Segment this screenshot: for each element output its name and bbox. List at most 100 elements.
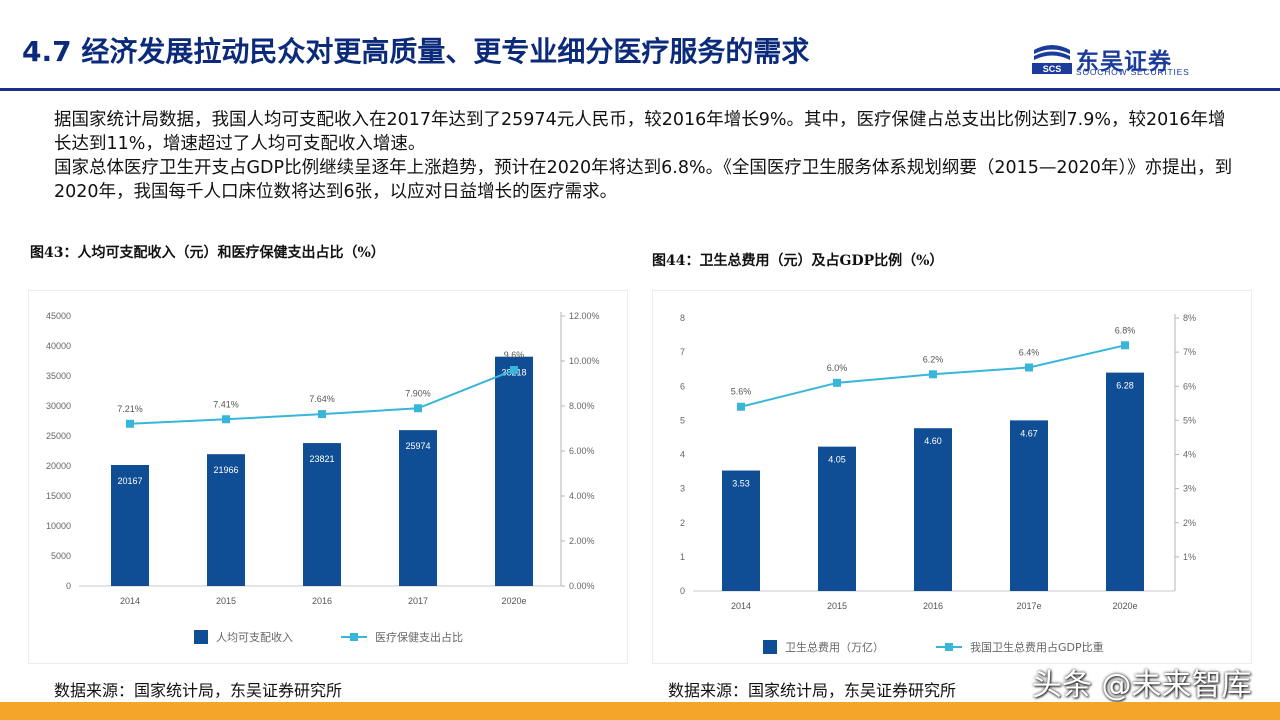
body-paragraph-1: 据国家统计局数据，我国人均可支配收入在2017年达到了25974元人民币，较20… <box>54 110 1226 154</box>
fig43-bar-2016 <box>303 443 341 586</box>
fig43-y2tick-label: 2.00% <box>569 536 595 546</box>
fig43-ytick-label: 20000 <box>46 461 71 471</box>
fig43-line-point-2014 <box>126 419 134 428</box>
fig44-line-point-2015 <box>833 378 841 387</box>
fig44-ytick-label: 2 <box>680 518 685 528</box>
fig44-legend-line-marker <box>945 643 953 651</box>
fig43-line-label: 9.6% <box>504 350 525 360</box>
fig43-line-point-2015 <box>222 415 230 424</box>
chart-fig44-panel: 0 1 2 3 4 5 6 7 8 1% 2% 3% 4% 5% 6% 7% 8% 3.53 4.05 4.60 4.6… <box>652 290 1252 664</box>
fig43-legend-bar-label: 人均可支配收入 <box>216 630 293 644</box>
fig44-y2tick-label: 3% <box>1183 484 1196 494</box>
fig43-line-label: 7.41% <box>213 399 239 409</box>
fig44-legend-bar-label: 卫生总费用（万亿） <box>785 640 884 654</box>
fig44-line-label: 6.8% <box>1115 325 1136 335</box>
fig44-title: 图44：卫生总费用（元）及占GDP比例（%） <box>652 253 944 269</box>
fig43-bar-2020e <box>495 356 533 586</box>
fig43-source: 数据来源：国家统计局，东吴证券研究所 <box>54 681 343 700</box>
chart-fig43-panel: 0 5000 10000 15000 20000 25000 30000 35000 40000… <box>28 290 628 664</box>
fig43-line-label: 7.90% <box>405 388 431 398</box>
fig44-ytick-label: 8 <box>680 313 685 323</box>
fig43-xtick-label: 2016 <box>312 596 332 606</box>
fig44-bar-2014 <box>722 470 760 591</box>
fig44-ytick-label: 3 <box>680 484 685 494</box>
fig43-y2tick-label: 4.00% <box>569 491 595 501</box>
fig43-line-point-2017 <box>414 404 422 413</box>
fig43-ytick-label: 35000 <box>46 371 71 381</box>
fig44-ytick-label: 4 <box>680 450 685 460</box>
header: 4.7 经济发展拉动民众对更高质量、更专业细分医疗服务的需求 SCS 东吴证券 … <box>0 0 1280 92</box>
fig43-ytick-label: 25000 <box>46 431 71 441</box>
fig43-line-point-2020e <box>510 366 518 374</box>
fig44-bar-label: 4.05 <box>828 455 846 465</box>
fig43-line-label: 7.64% <box>309 394 335 404</box>
fig44-line-point-2016 <box>929 370 937 379</box>
logo-chinese-name: 东吴证券 <box>1076 49 1172 75</box>
fig43-bar-2015 <box>207 454 245 586</box>
fig44-bar-label: 6.28 <box>1116 381 1134 391</box>
fig43-xtick-label: 2020e <box>501 596 526 606</box>
fig43-bar-label: 25974 <box>405 441 430 451</box>
fig44-line-label: 6.0% <box>827 363 848 373</box>
page-title: 4.7 经济发展拉动民众对更高质量、更专业细分医疗服务的需求 <box>22 35 810 68</box>
fig43-ytick-label: 15000 <box>46 491 71 501</box>
fig43-ytick-label: 5000 <box>51 551 71 561</box>
fig43-xtick-label: 2017 <box>408 596 428 606</box>
fig43-title: 图43：人均可支配收入（元）和医疗保健支出占比（%） <box>30 245 385 261</box>
fig44-line-point-2020e <box>1121 341 1129 350</box>
fig43-y2tick-label: 8.00% <box>569 401 595 411</box>
logo-mark-icon: SCS <box>1032 45 1072 74</box>
fig43-bar-label: 23821 <box>309 454 334 464</box>
fig44-xtick-label: 2020e <box>1112 601 1137 611</box>
fig44-bar-label: 4.60 <box>924 436 942 446</box>
fig44-bar-2015 <box>818 446 856 591</box>
logo-mark-text: SCS <box>1043 64 1062 74</box>
fig44-xtick-label: 2014 <box>731 601 751 611</box>
fig43-legend-line-label: 医疗保健支出占比 <box>375 630 463 644</box>
fig44-line-label: 5.6% <box>731 387 752 397</box>
body-text: 据国家统计局数据，我国人均可支配收入在2017年达到了25974元人民币，较20… <box>54 108 1234 204</box>
fig44-line-point-2017e <box>1025 363 1033 372</box>
fig44-line-label: 6.4% <box>1019 347 1040 357</box>
fig43-ytick-label: 40000 <box>46 341 71 351</box>
body-paragraph-2: 国家总体医疗卫生开支占GDP比例继续呈逐年上涨趋势，预计在2020年将达到6.8… <box>54 158 1233 202</box>
fig44-bar-label: 3.53 <box>732 479 750 489</box>
fig43-legend-line-marker <box>350 633 358 641</box>
company-logo: SCS 东吴证券 SOOCHOW SECURITIES <box>1032 42 1222 82</box>
fig43-ytick-label: 30000 <box>46 401 71 411</box>
fig44-legend-line-label: 我国卫生总费用占GDP比重 <box>970 640 1104 654</box>
fig44-ytick-label: 5 <box>680 415 685 425</box>
logo-english-name: SOOCHOW SECURITIES <box>1076 67 1190 77</box>
fig44-y2tick-label: 1% <box>1183 552 1196 562</box>
fig44-xtick-label: 2015 <box>827 601 847 611</box>
fig44-ytick-label: 7 <box>680 347 685 357</box>
fig44-bar-2016 <box>914 428 952 591</box>
fig43-y2tick-label: 10.00% <box>569 356 600 366</box>
fig44-y2tick-label: 8% <box>1183 313 1196 323</box>
fig43-bar-2014 <box>111 464 149 586</box>
footer-bar <box>0 702 1280 720</box>
fig44-line-label: 6.2% <box>923 354 944 364</box>
fig44-y2tick-label: 4% <box>1183 450 1196 460</box>
fig44-y2tick-label: 6% <box>1183 381 1196 391</box>
watermark: 头条 @未来智库 <box>1032 668 1252 703</box>
fig43-xtick-label: 2014 <box>120 596 140 606</box>
fig43-y2tick-label: 0.00% <box>569 581 595 591</box>
fig43-legend-bar-swatch <box>194 630 208 644</box>
fig43-ytick-label: 10000 <box>46 521 71 531</box>
fig44-bar-2020e <box>1106 372 1144 591</box>
fig43-xtick-label: 2015 <box>216 596 236 606</box>
fig44-ytick-label: 1 <box>680 552 685 562</box>
fig44-legend-bar-swatch <box>763 640 777 654</box>
fig44-y2tick-label: 5% <box>1183 415 1196 425</box>
fig43-ytick-label: 45000 <box>46 311 71 321</box>
chart-fig44: 0 1 2 3 4 5 6 7 8 1% 2% 3% 4% 5% 6% 7% 8% 3.53 4.05 4.60 4.6… <box>680 313 1196 654</box>
fig43-line-label: 7.21% <box>117 404 143 414</box>
fig43-bar-2017 <box>399 430 437 586</box>
fig43-ytick-label: 0 <box>66 581 71 591</box>
fig44-ytick-label: 6 <box>680 381 685 391</box>
fig43-bar-label: 20167 <box>117 476 142 486</box>
chart-fig43: 0 5000 10000 15000 20000 25000 30000 35000 40000… <box>46 311 600 644</box>
fig43-line-point-2016 <box>318 410 326 419</box>
fig44-xtick-label: 2016 <box>923 601 943 611</box>
